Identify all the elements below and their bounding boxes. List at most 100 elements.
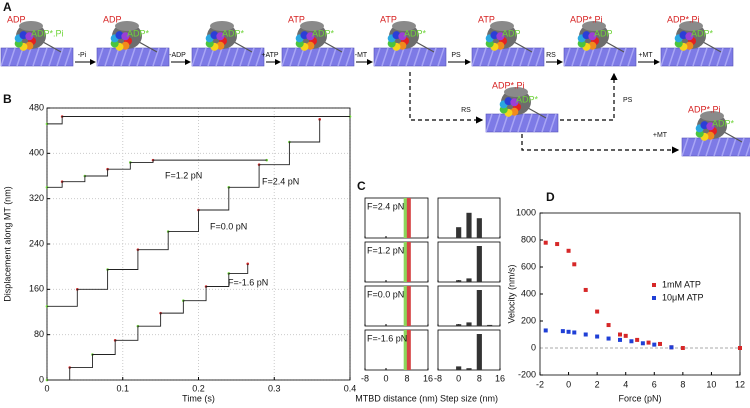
x-tick-label: 16 <box>423 373 433 383</box>
protofilament <box>112 47 120 67</box>
motor-top <box>490 21 514 31</box>
plot-frame <box>364 197 429 239</box>
protofilament <box>700 47 708 67</box>
motor-top <box>700 111 724 121</box>
protofilament <box>239 47 247 67</box>
state-label-top: ATP <box>478 14 495 24</box>
x-tick-label: 0 <box>456 373 461 383</box>
point <box>629 339 634 344</box>
protofilament <box>541 113 549 133</box>
y-tick-label: 160 <box>29 284 44 294</box>
aaa-domain <box>398 32 407 41</box>
x-tick-label: 0.4 <box>344 383 357 393</box>
protofilament <box>56 47 64 67</box>
protofilament <box>207 47 215 67</box>
x-tick-label: 12 <box>735 379 745 389</box>
y-tick-label: 400 <box>521 288 536 298</box>
point <box>566 329 571 334</box>
point <box>566 248 571 253</box>
protofilament <box>619 47 627 67</box>
plot-frame <box>437 285 501 327</box>
x-tick-label: 0 <box>383 373 388 383</box>
protofilament <box>120 47 128 67</box>
protofilament <box>345 47 353 67</box>
aaa-domain <box>685 32 694 41</box>
bar <box>466 322 472 326</box>
row-label: F=2.4 pN <box>367 201 404 211</box>
state-label-top: ADP*.Pi <box>492 80 525 90</box>
plot-frame <box>437 241 501 283</box>
motor-top <box>392 21 416 31</box>
x-tick-label: 10 <box>706 379 716 389</box>
protofilament <box>160 47 168 67</box>
stalk <box>42 41 62 53</box>
protofilament <box>668 47 676 67</box>
state-label-bottom: ADP* <box>127 28 150 38</box>
motor-top <box>210 21 234 31</box>
y-axis-label: Displacement along MT (nm) <box>2 186 12 301</box>
arrow-label: PS <box>451 52 461 59</box>
panel-letter: C <box>357 179 366 193</box>
trace <box>47 116 350 125</box>
protofilament <box>509 113 517 133</box>
arrow-label: +MT <box>653 132 668 139</box>
y-tick-label: 80 <box>34 329 44 339</box>
mtbd-marker <box>406 286 411 326</box>
protofilament <box>128 47 136 67</box>
protofilament <box>64 47 72 67</box>
state-label-top: ATP <box>288 14 305 24</box>
protofilament <box>579 47 587 67</box>
protofilament <box>281 47 289 67</box>
protofilament <box>479 47 487 67</box>
state-label-bottom: ADP <box>594 28 613 38</box>
stalk <box>513 41 533 53</box>
protofilament <box>96 47 104 67</box>
aaa-domain <box>306 41 315 50</box>
protofilament <box>535 47 543 67</box>
protofilament <box>421 47 429 67</box>
point <box>543 328 548 333</box>
protofilament <box>485 113 493 133</box>
state-label-top: ADP <box>103 14 122 24</box>
stalk <box>138 41 158 53</box>
protofilament <box>40 47 48 67</box>
arrow-label: +MT <box>638 52 653 59</box>
protofilament <box>681 137 689 157</box>
plot-frame <box>46 107 351 381</box>
protofilament <box>297 47 305 67</box>
x-tick-label: 0.2 <box>192 383 205 393</box>
y-tick-label: 240 <box>29 238 44 248</box>
plot-frame <box>364 329 429 371</box>
state-label-bottom: ADP* <box>312 28 335 38</box>
protofilament <box>737 137 745 157</box>
point <box>543 240 548 245</box>
x-axis-label: Step size (nm) <box>440 393 498 403</box>
protofilament <box>413 47 421 67</box>
mtbd-marker <box>403 198 408 238</box>
protofilament <box>429 47 437 67</box>
bar <box>487 324 493 326</box>
protofilament <box>381 47 389 67</box>
protofilament <box>708 47 716 67</box>
aaa-domain <box>490 31 499 40</box>
aaa-domain <box>25 32 34 41</box>
mtbd-marker <box>406 330 411 370</box>
stalk <box>702 41 722 53</box>
aaa-domain <box>588 32 597 41</box>
motor-state: ADP*.Pi ADP <box>563 14 637 67</box>
x-tick-label: -8 <box>434 373 442 383</box>
legend-swatch <box>652 296 656 300</box>
state-label-top: ADP*.Pi <box>688 104 721 114</box>
bar <box>476 290 482 326</box>
protofilament <box>373 47 381 67</box>
motor-top <box>115 21 139 31</box>
x-tick-label: 2 <box>595 379 600 389</box>
arrow-label: -Pi <box>78 52 87 59</box>
protofilament <box>724 47 732 67</box>
dashed-arrow <box>521 134 680 154</box>
legend-label: 1mM ATP <box>662 279 701 289</box>
motor-top <box>582 21 606 31</box>
mtbd-marker <box>406 198 411 238</box>
mtbd-marker <box>403 330 408 370</box>
motor-top <box>19 21 43 31</box>
